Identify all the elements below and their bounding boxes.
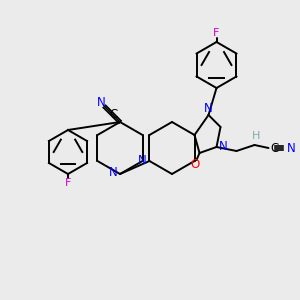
Text: N: N [286,142,295,154]
Text: H: H [252,131,261,141]
Text: C: C [271,142,279,154]
Text: N: N [138,154,147,167]
Text: N: N [204,103,213,116]
Text: N: N [219,140,228,152]
Text: F: F [65,178,71,188]
Text: F: F [213,28,220,38]
Text: O: O [190,158,199,172]
Text: N: N [109,167,117,179]
Text: N: N [97,96,106,109]
Text: C: C [109,108,118,121]
